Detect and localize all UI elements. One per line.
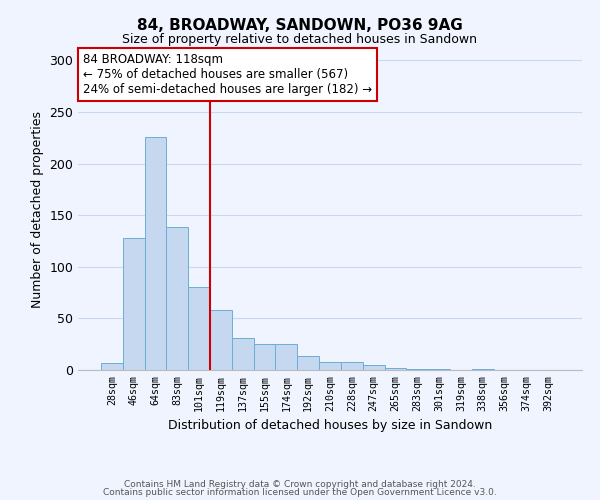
Text: 84, BROADWAY, SANDOWN, PO36 9AG: 84, BROADWAY, SANDOWN, PO36 9AG	[137, 18, 463, 32]
Bar	[210, 310, 232, 370]
Bar	[188, 288, 210, 370]
Bar	[275, 344, 297, 370]
Bar	[341, 362, 363, 370]
Y-axis label: Number of detached properties: Number of detached properties	[31, 112, 44, 308]
Bar	[472, 369, 494, 370]
Text: Size of property relative to detached houses in Sandown: Size of property relative to detached ho…	[122, 32, 478, 46]
Bar	[297, 356, 319, 370]
Bar	[385, 368, 406, 370]
Text: Contains public sector information licensed under the Open Government Licence v3: Contains public sector information licen…	[103, 488, 497, 497]
Bar	[254, 344, 275, 370]
X-axis label: Distribution of detached houses by size in Sandown: Distribution of detached houses by size …	[168, 419, 492, 432]
Bar	[232, 338, 254, 370]
Bar	[363, 365, 385, 370]
Text: 84 BROADWAY: 118sqm
← 75% of detached houses are smaller (567)
24% of semi-detac: 84 BROADWAY: 118sqm ← 75% of detached ho…	[83, 53, 372, 96]
Bar	[101, 363, 123, 370]
Bar	[428, 369, 450, 370]
Bar	[319, 362, 341, 370]
Text: Contains HM Land Registry data © Crown copyright and database right 2024.: Contains HM Land Registry data © Crown c…	[124, 480, 476, 489]
Bar	[145, 136, 166, 370]
Bar	[123, 238, 145, 370]
Bar	[406, 369, 428, 370]
Bar	[166, 226, 188, 370]
